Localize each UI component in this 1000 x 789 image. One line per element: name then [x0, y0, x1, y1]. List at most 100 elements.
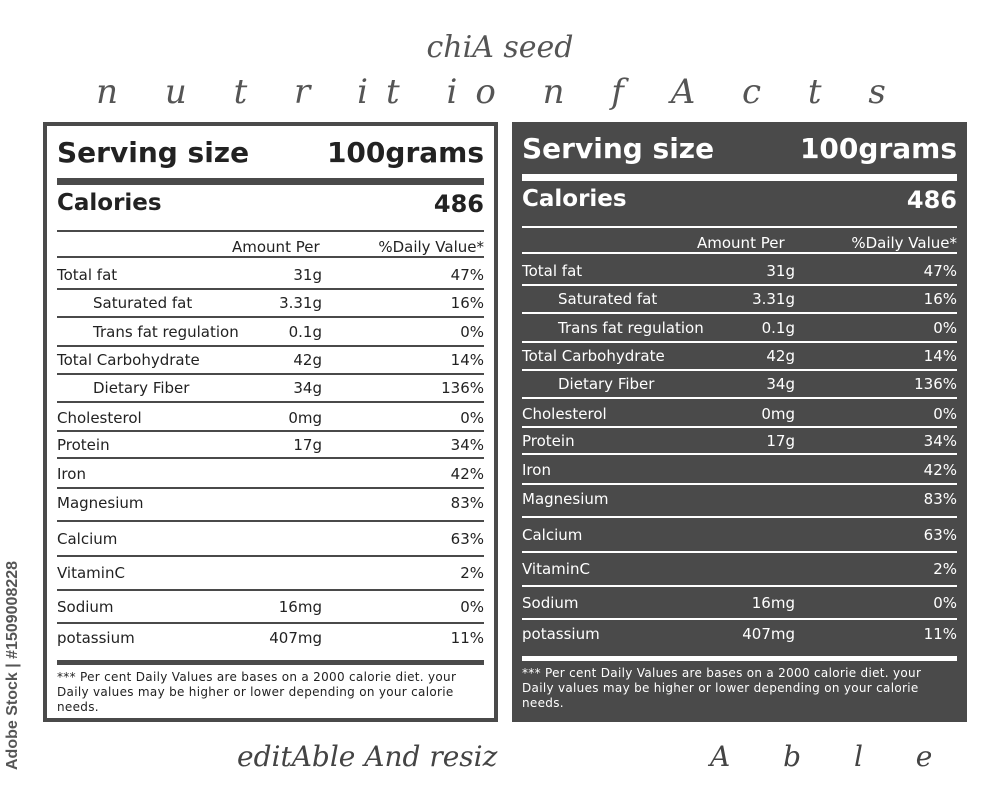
nutrient-name: VitaminC: [57, 564, 125, 582]
nutrient-daily-value: 2%: [460, 564, 484, 582]
nutrient-daily-value: 11%: [923, 625, 957, 643]
nutrient-amount: 16mg: [751, 594, 795, 612]
nutrient-amount: 3.31g: [752, 290, 795, 308]
calories-value: 486: [433, 190, 484, 218]
row-divider: [522, 426, 957, 428]
row-divider: [522, 618, 957, 620]
stock-credit: Adobe Stock | #1509008228: [4, 560, 21, 770]
column-header-daily-value: %Daily Value*: [851, 234, 957, 252]
nutrient-daily-value: 83%: [450, 494, 484, 512]
nutrient-name: Calcium: [522, 526, 583, 544]
nutrient-amount: 407mg: [269, 629, 322, 647]
thick-divider-bottom: [57, 660, 484, 665]
nutrient-name: Sodium: [57, 598, 114, 616]
nutrition-label-light: Serving size 100grams Calories 486 Amoun…: [43, 122, 498, 722]
nutrient-name: Cholesterol: [522, 405, 607, 423]
row-divider: [57, 401, 484, 403]
nutrient-amount: 42g: [766, 347, 795, 365]
row-divider: [522, 284, 957, 286]
row-divider: [57, 373, 484, 375]
nutrient-name: Iron: [57, 465, 86, 483]
nutrient-amount: 42g: [293, 351, 322, 369]
row-divider: [522, 369, 957, 371]
footnote: *** Per cent Daily Values are bases on a…: [522, 666, 922, 710]
row-divider: [57, 430, 484, 432]
nutrient-name: Dietary Fiber: [93, 379, 190, 397]
nutrient-name: Total Carbohydrate: [57, 351, 200, 369]
nutrient-name: potassium: [57, 629, 135, 647]
row-divider: [57, 520, 484, 522]
serving-size-row: Serving size 100grams: [522, 132, 957, 168]
nutrient-daily-value: 34%: [450, 436, 484, 454]
row-divider: [522, 312, 957, 314]
nutrient-daily-value: 0%: [460, 598, 484, 616]
nutrient-daily-value: 47%: [450, 266, 484, 284]
nutrient-amount: 17g: [293, 436, 322, 454]
row-divider: [57, 457, 484, 459]
nutrient-daily-value: 0%: [933, 319, 957, 337]
divider: [522, 226, 957, 228]
row-divider: [522, 516, 957, 518]
caption-left: editAble And resiz: [237, 740, 498, 773]
nutrient-daily-value: 16%: [923, 290, 957, 308]
serving-size-row: Serving size 100grams: [57, 136, 484, 172]
thick-divider-bottom: [522, 656, 957, 661]
product-title: chiA seed: [426, 30, 574, 65]
nutrient-name: Sodium: [522, 594, 579, 612]
row-divider: [57, 589, 484, 591]
nutrient-amount: 34g: [293, 379, 322, 397]
nutrient-daily-value: 11%: [450, 629, 484, 647]
nutrient-amount: 34g: [766, 375, 795, 393]
row-divider: [522, 453, 957, 455]
nutrient-daily-value: 63%: [923, 526, 957, 544]
nutrient-daily-value: 2%: [933, 560, 957, 578]
nutrient-name: Magnesium: [57, 494, 144, 512]
calories-value: 486: [906, 186, 957, 214]
nutrient-amount: 16mg: [278, 598, 322, 616]
nutrient-daily-value: 83%: [923, 490, 957, 508]
nutrient-daily-value: 136%: [441, 379, 484, 397]
row-divider: [57, 288, 484, 290]
nutrient-name: VitaminC: [522, 560, 590, 578]
nutrient-name: Iron: [522, 461, 551, 479]
nutrient-daily-value: 0%: [933, 594, 957, 612]
calories-label: Calories: [57, 190, 162, 216]
nutrient-amount: 407mg: [742, 625, 795, 643]
nutrient-daily-value: 0%: [460, 323, 484, 341]
nutrient-daily-value: 136%: [914, 375, 957, 393]
footnote: *** Per cent Daily Values are bases on a…: [57, 670, 457, 714]
row-divider: [57, 622, 484, 624]
serving-size-value: 100grams: [799, 132, 957, 165]
nutrient-daily-value: 16%: [450, 294, 484, 312]
divider: [57, 230, 484, 232]
caption-right: A b l e: [710, 740, 955, 773]
nutrient-daily-value: 14%: [450, 351, 484, 369]
nutrient-amount: 31g: [766, 262, 795, 280]
nutrient-amount: 3.31g: [279, 294, 322, 312]
serving-size-label: Serving size: [57, 136, 250, 169]
nutrition-facts-heading: n u t r it io n f A c t s: [96, 72, 904, 112]
thick-divider: [522, 174, 957, 181]
nutrient-name: Total fat: [57, 266, 118, 284]
nutrient-name: Dietary Fiber: [558, 375, 655, 393]
column-header-amount: Amount Per: [697, 234, 785, 252]
nutrient-daily-value: 0%: [460, 409, 484, 427]
serving-size-value: 100grams: [326, 136, 484, 169]
nutrient-daily-value: 63%: [450, 530, 484, 548]
nutrient-name: Protein: [522, 432, 575, 450]
column-header-daily-value: %Daily Value*: [378, 238, 484, 256]
serving-size-label: Serving size: [522, 132, 715, 165]
calories-row: Calories 486: [57, 190, 484, 226]
nutrient-name: Cholesterol: [57, 409, 142, 427]
nutrient-name: Trans fat regulation: [558, 319, 704, 337]
row-divider: [522, 585, 957, 587]
nutrient-name: Saturated fat: [558, 290, 658, 308]
nutrient-amount: 0.1g: [288, 323, 322, 341]
row-divider: [522, 551, 957, 553]
nutrient-amount: 0.1g: [761, 319, 795, 337]
nutrient-daily-value: 42%: [923, 461, 957, 479]
nutrient-daily-value: 47%: [923, 262, 957, 280]
nutrient-name: potassium: [522, 625, 600, 643]
nutrient-name: Protein: [57, 436, 110, 454]
row-divider: [57, 256, 484, 258]
